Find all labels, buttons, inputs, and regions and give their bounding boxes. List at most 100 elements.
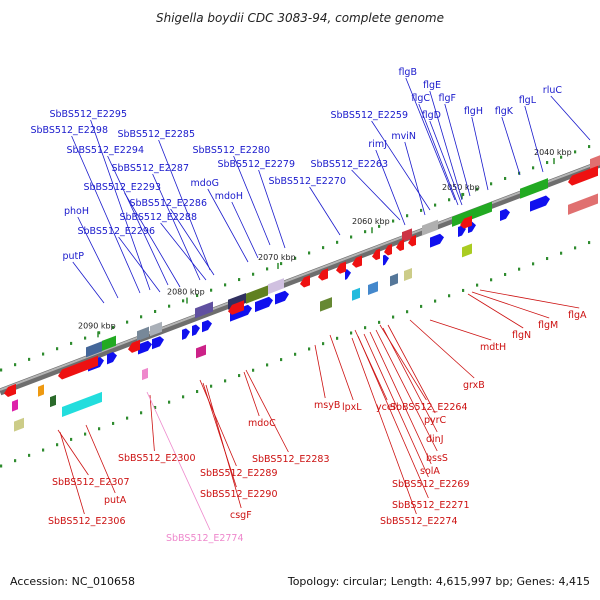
ruler-dot (490, 182, 493, 186)
gene-arrow-reverse (384, 244, 392, 256)
leader-line (429, 319, 492, 341)
gene-arrow-reverse (336, 261, 346, 274)
gene-arrow-forward (500, 208, 510, 221)
upper-gene-label: SbBS512_E2263 (310, 159, 388, 170)
scale-label: 2080 kbp (167, 288, 205, 297)
leader-line (149, 394, 155, 452)
lower-gene-label: SbBS512_E2269 (392, 479, 470, 490)
ruler-dot (252, 368, 255, 372)
ruler-dot (98, 427, 101, 431)
lower-gene-label: flgM (538, 320, 558, 331)
gene-box (462, 243, 472, 258)
gene-arrow-reverse (352, 255, 362, 268)
ruler-dot (252, 272, 255, 276)
ruler-dot (42, 352, 45, 356)
leader-line (409, 319, 475, 379)
gene-features (4, 154, 600, 432)
ruler-dot (336, 240, 339, 244)
scale-label: 2070 kbp (258, 253, 296, 262)
ruler-dot (490, 278, 493, 282)
leader-line (233, 155, 271, 246)
upper-gene-label: SbBS512_E2259 (330, 110, 408, 121)
ruler-dot (224, 283, 227, 287)
scale-label: 2040 kbp (534, 148, 572, 157)
gene-arrow-forward (192, 324, 200, 337)
leader-line (202, 382, 237, 488)
upper-gene-label: SbBS512_E2279 (217, 159, 295, 170)
gene-arrow-forward (202, 319, 212, 333)
lower-gene-label: flgN (512, 330, 531, 341)
upper-gene-label: mviN (391, 131, 416, 142)
ruler-dot (336, 336, 339, 340)
leader-line (90, 119, 151, 291)
leader-line (471, 291, 550, 319)
ruler-dot (546, 257, 549, 261)
upper-gene-label: SbBS512_E2287 (111, 163, 189, 174)
leader-line (387, 324, 436, 414)
upper-gene-label: SbBS512_E2293 (83, 182, 161, 193)
ruler-dot (406, 214, 409, 218)
ruler-dot (308, 251, 311, 255)
upper-gene-label: flgF (439, 93, 456, 104)
leader-line (85, 424, 116, 494)
ruler-dot (364, 326, 367, 330)
gene-arrow-reverse (372, 248, 380, 261)
ruler-dot (532, 166, 535, 170)
upper-gene-label: SbBS512_E2296 (77, 226, 155, 237)
ruler-dot (126, 320, 129, 324)
ruler-dot (84, 336, 87, 340)
lower-gene-label: pyrC (424, 415, 447, 426)
ruler-dot (182, 395, 185, 399)
gene-labels: flgB flgE flgC flgF flgD flgH flgK flgL rluC mviN… (30, 67, 587, 544)
gene-box (402, 228, 412, 243)
leader-line (243, 371, 260, 417)
leader-line (471, 116, 489, 191)
gene-box (352, 287, 360, 301)
ruler-dot (42, 448, 45, 452)
upper-gene-label: flgB (398, 67, 417, 78)
ruler-dot (14, 459, 17, 463)
lower-gene-label: SbBS512_E2300 (118, 453, 196, 464)
leader-line (501, 116, 521, 176)
leader-line (146, 391, 211, 531)
gene-arrow-forward (345, 269, 351, 280)
ruler-dot (14, 363, 17, 367)
lower-gene-label: SbBS512_E2264 (390, 402, 468, 413)
leader-line (118, 236, 161, 293)
ruler-dot (168, 304, 171, 308)
ruler-dot (98, 331, 101, 335)
leader-line (258, 169, 286, 249)
gene-box (246, 285, 268, 304)
upper-gene-label: mdoG (191, 178, 219, 189)
upper-gene-label: flgE (423, 80, 441, 91)
ruler-dot (210, 384, 213, 388)
ruler-dot (280, 262, 283, 266)
gene-arrow-reverse (4, 383, 16, 397)
scale-label: 2060 kbp (352, 217, 390, 226)
gene-box (50, 394, 56, 408)
ruler-dot (462, 288, 465, 292)
scale-ticks: 2090 kbp 2080 kbp 2070 kbp 2060 kbp 2050 kbp… (78, 148, 572, 338)
leader-line (59, 431, 85, 515)
gene-arrow-reverse (408, 234, 416, 247)
gene-arrow-forward (107, 352, 117, 365)
leader-line (375, 149, 406, 226)
ruler-dot (574, 246, 577, 250)
accession-text: Accession: NC_010658 (10, 575, 135, 588)
lower-gene-label: SbBS512_E2274 (380, 516, 458, 527)
gene-box (590, 154, 600, 170)
upper-gene-label: flgK (495, 106, 514, 117)
ruler-dot (0, 368, 3, 372)
gene-box (12, 399, 18, 412)
leader-line (354, 329, 388, 401)
lower-gene-label: mdtH (480, 342, 506, 353)
gene-box (422, 219, 438, 236)
leader-line (205, 384, 242, 509)
upper-gene-label: SbBS512_E2270 (268, 176, 346, 187)
gene-box (520, 178, 548, 199)
ruler-dot (518, 267, 521, 271)
leader-line (314, 344, 326, 399)
leader-line (231, 201, 259, 259)
leader-line (77, 216, 119, 299)
